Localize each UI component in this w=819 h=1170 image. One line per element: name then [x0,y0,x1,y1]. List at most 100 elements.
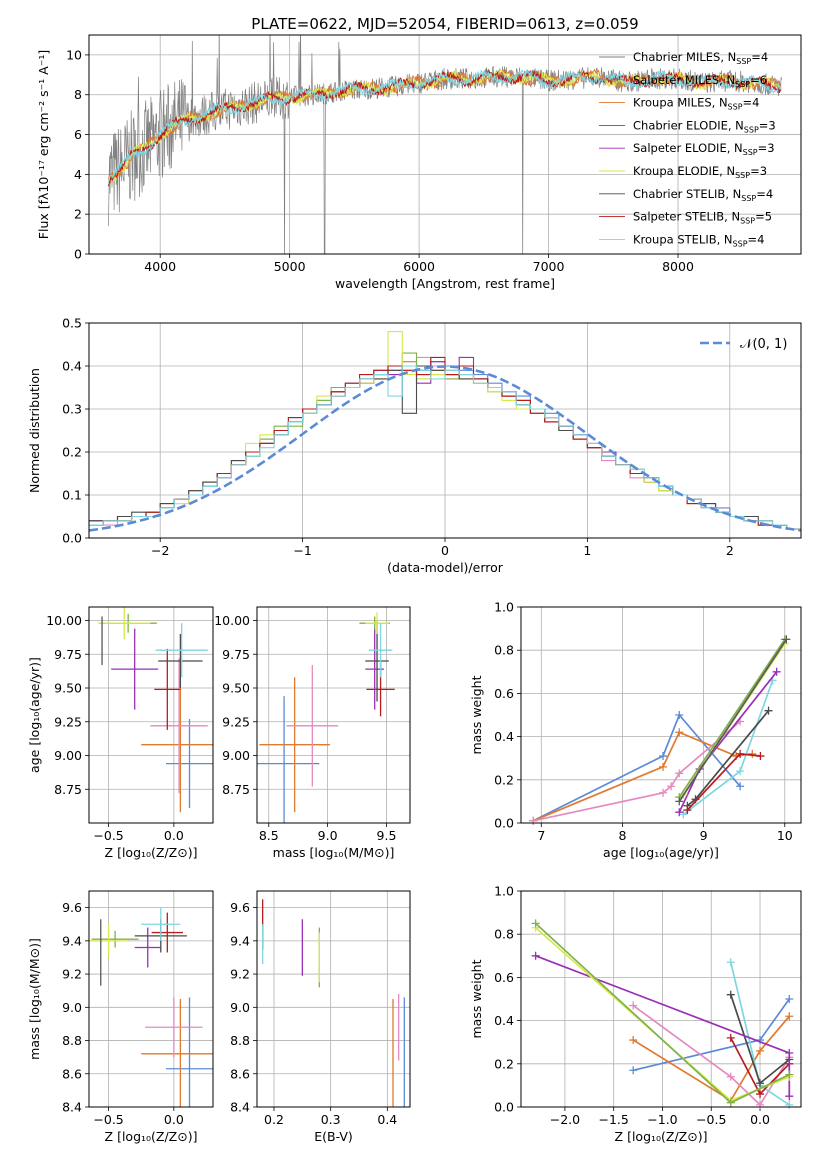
legend-label: Kroupa ELODIE, NSSP=3 [633,164,767,180]
y-tick-label: 0.0 [494,1100,514,1115]
x-tick-label: 10 [777,828,793,843]
y-tick-label: 0.6 [494,970,514,985]
mass-weight-line [686,753,761,811]
y-tick-label: 8 [74,87,82,102]
plus-marker [675,797,684,806]
x-tick-label: 8.5 [259,828,279,843]
panel-mass_vs_EBV: 0.2 0.3 0.4 8.4 8.6 8.8 9.0 9.2 9.4 9.6 E(B-V) [230,890,411,1144]
x-tick-label: 0.0 [750,1112,770,1127]
plus-marker [675,769,684,778]
y-tick-label: 9.6 [230,900,250,915]
x-axis-label: (data-model)/error [387,560,504,575]
y-tick-label: 9.75 [222,647,250,662]
y-tick-label: 8.8 [230,1033,250,1048]
mass-weight-line [632,1015,790,1102]
x-tick-label: −0.5 [93,828,123,843]
y-tick-label: 8.4 [62,1100,82,1115]
y-tick-label: 0 [74,247,82,262]
x-axis-label: mass [log₁₀(M/M⊙)] [273,845,395,860]
x-axis-label: age [log₁₀(age/yr)] [603,845,719,860]
x-tick-label: −2 [151,543,169,558]
x-tick-label: 0.0 [164,828,184,843]
spectrum-model-line [107,68,782,180]
plus-marker [726,990,735,999]
plus-marker [756,1090,765,1099]
x-tick-label: 7 [537,828,545,843]
y-tick-label: 8.75 [54,782,82,797]
y-tick-label: 0.4 [62,359,82,374]
y-tick-label: 0.2 [62,445,82,460]
x-tick-label: −1 [293,543,311,558]
y-tick-label: 9.50 [54,681,82,696]
plus-marker [785,1100,794,1109]
y-tick-label: 4 [74,167,82,182]
gaussian-curve [89,365,801,532]
axes-frame [520,606,802,824]
panel-residuals: −2 −1 0 1 2 0.0 0.1 0.2 0.3 0.4 0.5 (data-model)/er… [27,316,802,575]
panel-spectrum: 4000 5000 6000 7000 8000 0 2 4 6 8 10 wavelength [A… [36,34,802,291]
plus-marker [736,782,745,791]
x-tick-label: 8 [618,828,626,843]
axes-frame [520,890,802,1108]
x-tick-label: 4000 [144,259,176,274]
y-axis-label: Normed distribution [27,368,42,493]
y-axis-label: mass [log₁₀(M/M⊙)] [27,938,42,1060]
y-tick-label: 0.1 [62,488,82,503]
plus-marker [756,1100,765,1109]
figure-title: PLATE=0622, MJD=52054, FIBERID=0613, z=0… [251,15,638,33]
y-tick-label: 9.2 [230,967,250,982]
plus-marker [659,752,668,761]
y-tick-label: 9.50 [222,681,250,696]
x-tick-label: 0.4 [377,1112,397,1127]
plus-marker [629,1066,638,1075]
plus-marker [756,1079,765,1088]
y-tick-label: 0.8 [494,927,514,942]
plus-marker [736,749,745,758]
plus-marker [756,752,765,761]
y-tick-label: 9.25 [54,714,82,729]
panel-mass_vs_Z: −0.5 0.0 8.4 8.6 8.8 9.0 9.2 9.4 9.6 Z [log₁₀(Z/Z… [27,890,214,1144]
y-tick-label: 9.4 [230,933,250,948]
panel-age_vs_Z: −0.5 0.0 8.75 9.00 9.25 9.50 9.75 10.00 Z [log₁₀… [27,606,214,860]
y-tick-label: 0.8 [494,643,514,658]
y-tick-label: 9.25 [222,714,250,729]
x-axis-label: Z [log₁₀(Z/Z⊙)] [105,1129,198,1144]
y-tick-label: 10.00 [214,613,250,628]
panel-mass_weight_vs_age: 7 8 9 10 0.0 0.2 0.4 0.6 0.8 1.0 age [log₁₀(age/yr… [469,600,802,860]
plus-marker [726,1098,735,1107]
y-tick-label: 9.0 [230,1000,250,1015]
spectrum-model-line [107,68,782,187]
plus-marker [683,806,692,815]
y-axis-label: mass weight [469,959,484,1038]
x-tick-label: 0 [441,543,449,558]
axes-frame [88,34,802,255]
x-axis-label: Z [log₁₀(Z/Z⊙)] [105,845,198,860]
y-tick-label: 9.4 [62,933,82,948]
y-tick-label: 8.8 [62,1033,82,1048]
y-tick-label: 0.6 [494,686,514,701]
plus-marker [679,810,688,819]
legend-label: Chabrier ELODIE, NSSP=3 [633,118,776,134]
y-tick-label: 9.00 [54,748,82,763]
x-tick-label: −0.5 [93,1112,123,1127]
x-tick-label: 9.5 [377,828,397,843]
x-axis-label: E(B-V) [314,1129,353,1144]
mass-weight-line [678,638,788,802]
plus-marker [659,788,668,797]
mass-weight-line [532,713,741,822]
legend-label: 𝒩(0, 1) [740,337,787,352]
plus-marker [529,816,538,825]
mass-weight-line [682,680,774,816]
y-axis-label: age [log₁₀(age/yr)] [27,657,42,773]
y-tick-label: 0.3 [62,402,82,417]
x-tick-label: −0.5 [696,1112,726,1127]
y-tick-label: 0.4 [494,1013,514,1028]
x-axis-label: wavelength [Angstrom, rest frame] [335,276,555,291]
y-tick-label: 9.0 [62,1000,82,1015]
x-axis-label: Z [log₁₀(Z/Z⊙)] [615,1129,708,1144]
panel-mass_weight_vs_Z: −2.0 −1.5 −1.0 −0.5 0.0 0.0 0.2 0.4 0.6 0.8 1.0 Z [… [469,884,802,1144]
x-tick-label: 9 [700,828,708,843]
y-tick-label: 0.0 [494,816,514,831]
plus-marker [667,782,676,791]
y-tick-label: 9.75 [54,647,82,662]
